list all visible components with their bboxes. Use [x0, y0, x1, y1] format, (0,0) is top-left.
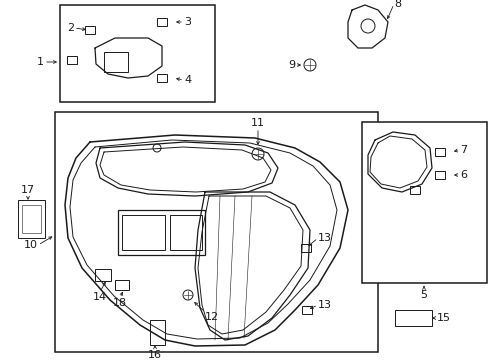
- Text: 13: 13: [317, 233, 331, 243]
- Text: 14: 14: [93, 292, 107, 302]
- Text: 13: 13: [317, 300, 331, 310]
- Bar: [394, 310, 431, 326]
- Bar: [361, 122, 486, 283]
- Bar: [118, 210, 204, 255]
- Text: 3: 3: [183, 17, 191, 27]
- Bar: [302, 306, 311, 314]
- Text: 18: 18: [113, 298, 127, 308]
- Bar: [434, 148, 444, 156]
- Text: 7: 7: [459, 145, 466, 155]
- Bar: [157, 18, 167, 26]
- Bar: [150, 320, 164, 345]
- Bar: [104, 52, 128, 72]
- Bar: [434, 171, 444, 179]
- Text: 17: 17: [21, 185, 35, 195]
- Circle shape: [360, 19, 374, 33]
- Bar: [115, 280, 129, 290]
- Bar: [95, 269, 111, 281]
- Bar: [409, 186, 419, 194]
- Text: 10: 10: [24, 240, 38, 250]
- Bar: [18, 200, 45, 238]
- Circle shape: [183, 290, 193, 300]
- Bar: [122, 215, 164, 250]
- Text: 6: 6: [459, 170, 466, 180]
- Text: 11: 11: [250, 118, 264, 128]
- Text: 8: 8: [393, 0, 400, 9]
- Bar: [22, 205, 41, 233]
- Bar: [170, 215, 202, 250]
- Bar: [85, 26, 95, 34]
- Bar: [55, 112, 377, 352]
- Text: 16: 16: [148, 350, 162, 360]
- Text: 1: 1: [37, 57, 44, 67]
- Text: 2: 2: [67, 23, 74, 33]
- Circle shape: [153, 144, 161, 152]
- Bar: [157, 74, 167, 82]
- Bar: [60, 5, 215, 102]
- Bar: [301, 244, 310, 252]
- Circle shape: [304, 59, 315, 71]
- Circle shape: [251, 148, 264, 160]
- Text: 15: 15: [436, 313, 450, 323]
- Text: 12: 12: [204, 312, 219, 322]
- Text: 5: 5: [420, 290, 427, 300]
- Bar: [67, 56, 77, 64]
- Text: 4: 4: [183, 75, 191, 85]
- Text: 9: 9: [287, 60, 294, 70]
